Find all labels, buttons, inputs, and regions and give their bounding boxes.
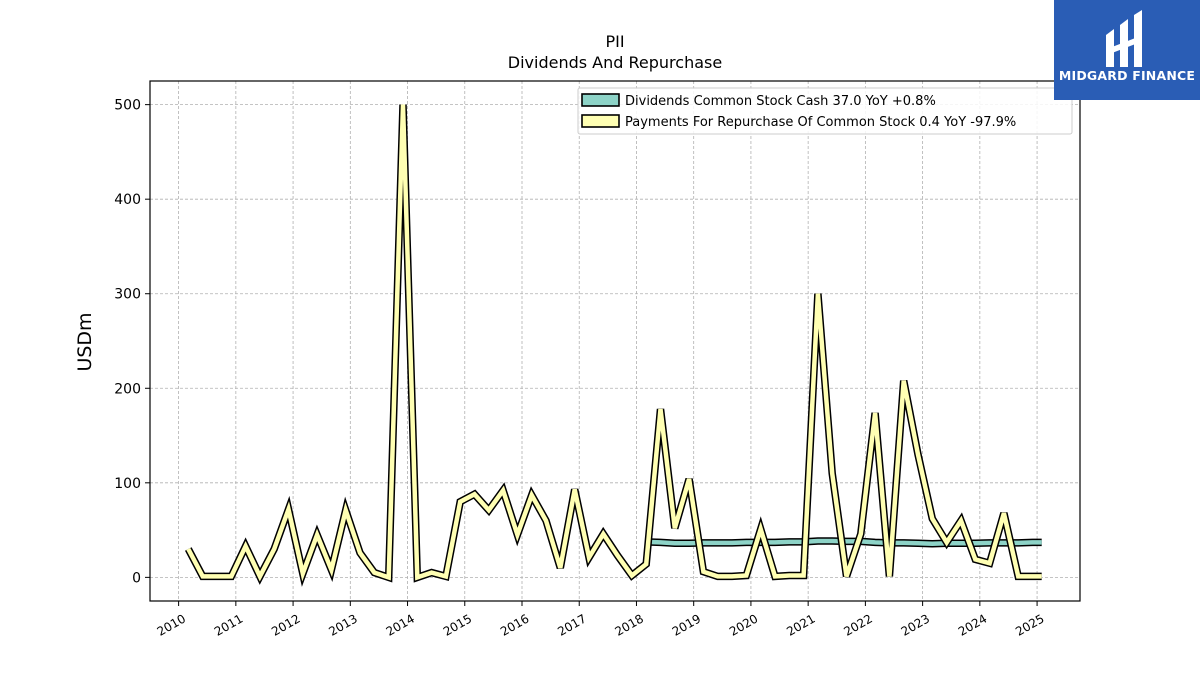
x-tick-label: 2025 bbox=[1013, 611, 1046, 638]
x-tick-label: 2015 bbox=[441, 611, 474, 638]
chart-subtitle: Dividends And Repurchase bbox=[508, 53, 722, 72]
midgard-finance-logo: MIDGARD FINANCE bbox=[1054, 0, 1200, 100]
series-1-stroke bbox=[646, 538, 1042, 547]
x-tick-label: 2013 bbox=[326, 611, 359, 638]
legend-label: Payments For Repurchase Of Common Stock … bbox=[625, 115, 1016, 130]
y-axis-label: USDm bbox=[74, 312, 96, 371]
x-tick-label: 2024 bbox=[956, 611, 989, 638]
y-tick-label: 100 bbox=[114, 476, 141, 492]
series-2-line bbox=[184, 104, 1042, 587]
x-tick-label: 2012 bbox=[269, 611, 302, 638]
y-tick-label: 400 bbox=[114, 192, 141, 208]
x-tick-label: 2016 bbox=[498, 611, 531, 638]
series-2-outline bbox=[184, 104, 1042, 587]
x-tick-label: 2010 bbox=[155, 611, 188, 638]
plot-frame bbox=[149, 80, 1081, 602]
y-tick-label: 500 bbox=[114, 98, 141, 114]
y-tick-label: 0 bbox=[132, 570, 141, 586]
series-1-line bbox=[646, 537, 1042, 548]
series-layer bbox=[184, 104, 1042, 587]
x-tick-label: 2022 bbox=[841, 611, 874, 638]
y-tick-label: 300 bbox=[114, 287, 141, 303]
y-tick-label: 200 bbox=[114, 381, 141, 397]
legend-swatch bbox=[581, 93, 620, 107]
x-tick-label: 2021 bbox=[784, 611, 817, 638]
legend-box bbox=[577, 87, 1073, 135]
logo-mark-icon bbox=[1106, 10, 1142, 67]
chart-title: PII bbox=[605, 32, 624, 51]
series-2-stroke bbox=[186, 104, 1042, 582]
x-tick-label: 2023 bbox=[899, 611, 932, 638]
y-axis-ticks: 0 100 200 300 400 500 bbox=[114, 98, 150, 586]
legend-label: Dividends Common Stock Cash 37.0 YoY +0.… bbox=[625, 94, 936, 109]
legend: Dividends Common Stock Cash 37.0 YoY +0.… bbox=[577, 87, 1073, 135]
x-tick-label: 2020 bbox=[727, 611, 760, 638]
x-tick-label: 2014 bbox=[384, 611, 417, 638]
x-tick-label: 2017 bbox=[555, 611, 588, 638]
x-tick-label: 2018 bbox=[613, 611, 646, 638]
x-tick-label: 2011 bbox=[212, 611, 245, 638]
x-tick-label: 2019 bbox=[670, 611, 703, 638]
logo-text: MIDGARD FINANCE bbox=[1058, 68, 1196, 83]
legend-swatch bbox=[581, 114, 620, 128]
x-axis-ticks: 2010 2011 2012 2013 2014 2015 2016 2017 2018 2019… bbox=[155, 601, 1047, 639]
